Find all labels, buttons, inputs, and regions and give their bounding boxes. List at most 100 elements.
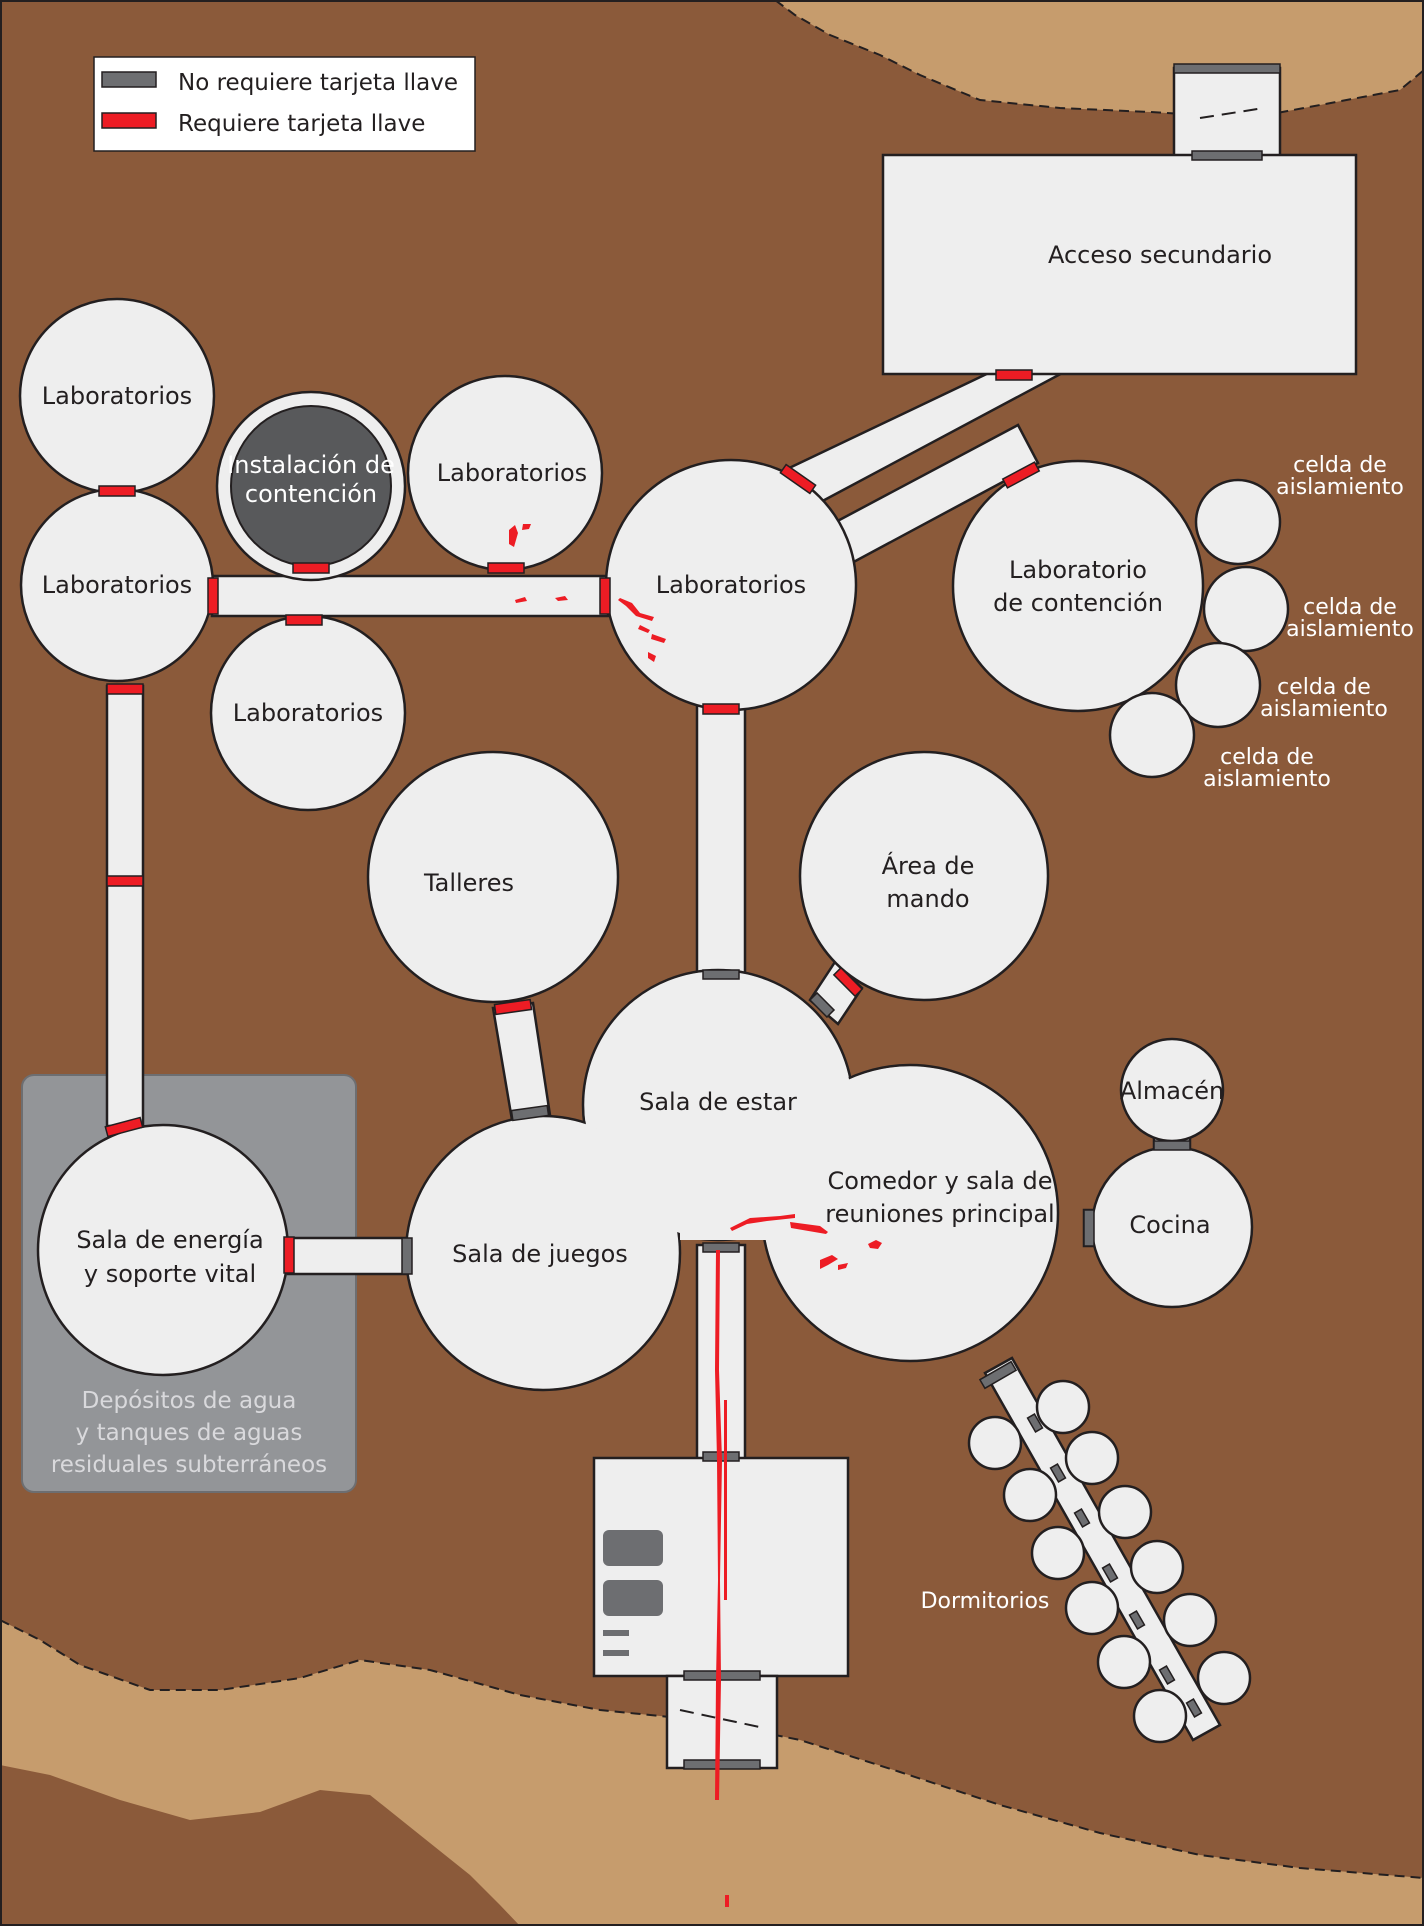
door-no-key[interactable] [978, 1360, 1018, 1390]
door-no-key[interactable] [510, 1104, 550, 1122]
door-key[interactable] [779, 463, 817, 495]
isolation-cell-4 [1108, 691, 1196, 779]
room-label-dormitories: Dormitorios [921, 1589, 1050, 1614]
door-key[interactable] [832, 966, 864, 998]
room-label-command-1: Área de [882, 851, 975, 880]
room-workshops [366, 750, 620, 1004]
dormitory-pod [1064, 1430, 1120, 1486]
room-label-dining-1: Comedor y sala de [827, 1167, 1052, 1195]
room-label-labs-top-mid: Laboratorios [437, 459, 587, 487]
vehicle-icon [603, 1580, 663, 1616]
water-tanks-label-1: Depósitos de agua [82, 1388, 297, 1414]
room-secondary-access [881, 153, 1358, 376]
door-key[interactable] [995, 369, 1033, 381]
door-no-key[interactable] [683, 1759, 761, 1770]
door-key[interactable] [98, 485, 136, 497]
blood-trail [509, 524, 882, 1907]
door-no-key[interactable] [683, 1670, 761, 1681]
dormitory-pod [1196, 1650, 1252, 1706]
room-label-power-1: Sala de energía [76, 1226, 263, 1254]
room-label-dining-2: reuniones principal [825, 1200, 1054, 1228]
dormitory-pods [967, 1379, 1252, 1744]
isolation-cell-3 [1174, 641, 1262, 729]
door-key[interactable] [285, 614, 323, 626]
surface-shaft-top [1172, 66, 1282, 158]
isolation-cell-label-2b: aislamiento [1286, 617, 1414, 642]
door-no-key[interactable] [1191, 150, 1263, 161]
legend-swatch-no-key [101, 71, 157, 88]
isolation-cell-label-4b: aislamiento [1203, 767, 1331, 792]
isolation-cell-label-1b: aislamiento [1276, 475, 1404, 500]
door-no-key[interactable] [1153, 1140, 1191, 1151]
door-key[interactable] [1001, 461, 1041, 489]
room-label-games: Sala de juegos [452, 1240, 628, 1268]
vehicle-icon [603, 1530, 663, 1566]
surface-shaft-bottom [665, 1674, 779, 1770]
door-key[interactable] [104, 1116, 144, 1138]
dormitory-pod [967, 1415, 1023, 1471]
door-key[interactable] [106, 683, 144, 695]
water-tanks-label-2: y tanques de aguas [76, 1420, 303, 1446]
isolation-cell-label-4a: celda de [1220, 745, 1314, 770]
door-key[interactable] [283, 1236, 295, 1274]
room-label-command-2: mando [886, 885, 969, 913]
door-key[interactable] [292, 562, 330, 574]
door-key[interactable] [487, 562, 525, 574]
room-label-labs-left: Laboratorios [42, 571, 192, 599]
door-no-key[interactable] [1173, 63, 1281, 74]
earth-pocket-bottom-left [0, 1765, 520, 1926]
door-no-key[interactable] [702, 969, 740, 980]
dormitory-pod [1097, 1484, 1153, 1540]
legend-label-no-key: No requiere tarjeta llave [178, 70, 458, 96]
dormitory-pod [1162, 1592, 1218, 1648]
corridor-labs-to-living [695, 700, 747, 982]
dormitory-pod [1096, 1634, 1152, 1690]
legend-swatch-key [101, 112, 157, 129]
room-label-kitchen: Cocina [1129, 1211, 1210, 1239]
dormitory-pod [1035, 1379, 1091, 1435]
door-no-key[interactable] [808, 991, 836, 1019]
door-key[interactable] [106, 875, 144, 887]
water-tanks-label-3: residuales subterráneos [51, 1452, 327, 1478]
legend-label-key: Requiere tarjeta llave [178, 111, 425, 137]
isolation-cell-label-3a: celda de [1277, 675, 1371, 700]
room-label-secondary-access: Acceso secundario [1048, 241, 1272, 269]
room-label-containment-lab-1: Laboratorio [1009, 556, 1147, 584]
dormitory-doors [1026, 1413, 1203, 1718]
dormitory-pod [1030, 1525, 1086, 1581]
corridor-to-garage [695, 1243, 747, 1462]
dormitory-pod [1129, 1539, 1185, 1595]
door-key[interactable] [702, 703, 740, 715]
room-label-labs-top-left: Laboratorios [42, 382, 192, 410]
isolation-cell-label-1a: celda de [1293, 453, 1387, 478]
door-key[interactable] [599, 577, 611, 615]
door-key[interactable] [493, 998, 533, 1016]
room-label-living: Sala de estar [639, 1088, 797, 1116]
isolation-cell-2 [1202, 565, 1290, 653]
corridor-top [210, 574, 610, 618]
isolation-cell-label-3b: aislamiento [1260, 697, 1388, 722]
corridor-power-to-games [286, 1236, 410, 1276]
isolation-cell-label-2a: celda de [1303, 595, 1397, 620]
room-label-containment-facility-2: contención [245, 480, 377, 508]
door-no-key[interactable] [702, 1242, 740, 1253]
room-label-labs-center: Laboratorios [656, 571, 806, 599]
room-label-containment-facility-1: Instalación de [227, 451, 395, 479]
room-label-workshops: Talleres [423, 869, 514, 897]
dormitory-pod [1002, 1467, 1058, 1523]
room-command-area [798, 750, 1050, 1002]
dormitory-pod [1064, 1580, 1120, 1636]
door-no-key[interactable] [1083, 1209, 1095, 1247]
dormitory-pod [1132, 1688, 1188, 1744]
legend-box [93, 56, 476, 152]
room-label-power-2: y soporte vital [84, 1260, 256, 1288]
corridor-dormitories [983, 1356, 1222, 1742]
room-label-labs-bottom-mid: Laboratorios [233, 699, 383, 727]
corridor-left [105, 684, 145, 1128]
door-key[interactable] [207, 577, 219, 615]
isolation-cell-1 [1194, 478, 1282, 566]
room-label-containment-lab-2: de contención [993, 589, 1163, 617]
door-no-key[interactable] [401, 1237, 413, 1275]
room-containment-lab [951, 459, 1205, 713]
